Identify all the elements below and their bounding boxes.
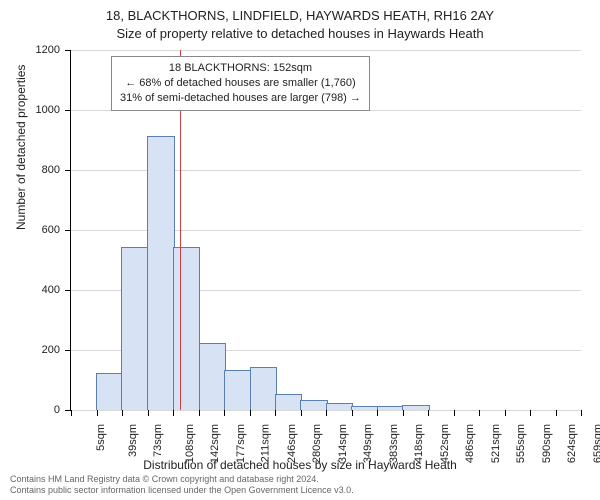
chart-container: 18, BLACKTHORNS, LINDFIELD, HAYWARDS HEA… [0, 0, 600, 500]
x-tick [530, 410, 531, 416]
y-tick-label: 400 [10, 284, 60, 296]
x-tick [122, 410, 123, 416]
histogram-bar [199, 343, 226, 410]
x-tick [71, 410, 72, 416]
x-tick [377, 410, 378, 416]
histogram-bar [351, 406, 379, 410]
histogram-bar [326, 403, 353, 410]
x-tick [326, 410, 327, 416]
x-tick [173, 410, 174, 416]
y-tick [65, 110, 71, 111]
x-tick [275, 410, 276, 416]
x-tick [250, 410, 251, 416]
credits-line-1: Contains HM Land Registry data © Crown c… [10, 474, 354, 485]
y-tick [65, 50, 71, 51]
histogram-bar [300, 400, 328, 410]
x-tick-label: 211sqm [259, 424, 271, 462]
x-axis-label: Distribution of detached houses by size … [0, 458, 600, 472]
credits: Contains HM Land Registry data © Crown c… [10, 474, 354, 497]
y-tick [65, 230, 71, 231]
histogram-bar [224, 370, 252, 410]
x-tick [556, 410, 557, 416]
annotation-line-3: 31% of semi-detached houses are larger (… [120, 91, 361, 106]
y-tick-label: 800 [10, 164, 60, 176]
y-tick-label: 200 [10, 344, 60, 356]
y-tick [65, 350, 71, 351]
y-tick-label: 1200 [10, 44, 60, 56]
y-tick-label: 600 [10, 224, 60, 236]
y-tick-label: 1000 [10, 104, 60, 116]
x-tick [403, 410, 404, 416]
y-tick [65, 290, 71, 291]
y-tick [65, 170, 71, 171]
annotation-line-2: ← 68% of detached houses are smaller (1,… [120, 76, 361, 91]
histogram-bar [173, 247, 201, 410]
y-tick-label: 0 [10, 404, 60, 416]
x-tick [428, 410, 429, 416]
x-tick [479, 410, 480, 416]
x-tick [505, 410, 506, 416]
gridline [71, 50, 581, 51]
histogram-bar [147, 136, 174, 410]
x-tick [352, 410, 353, 416]
x-tick [581, 410, 582, 416]
y-axis-label: Number of detached properties [14, 65, 28, 230]
x-tick [224, 410, 225, 416]
credits-line-2: Contains public sector information licen… [10, 485, 354, 496]
x-tick-label: 73sqm [152, 424, 164, 457]
histogram-bar [402, 405, 429, 411]
x-tick [148, 410, 149, 416]
x-tick-label: 5sqm [95, 424, 107, 451]
x-tick [454, 410, 455, 416]
chart-title-main: 18, BLACKTHORNS, LINDFIELD, HAYWARDS HEA… [0, 8, 600, 23]
chart-subtitle: Size of property relative to detached ho… [0, 26, 600, 41]
plot-area: 18 BLACKTHORNS: 152sqm ← 68% of detached… [70, 50, 581, 411]
x-tick [199, 410, 200, 416]
annotation-box: 18 BLACKTHORNS: 152sqm ← 68% of detached… [111, 56, 370, 111]
x-tick [97, 410, 98, 416]
x-tick-label: 39sqm [127, 424, 139, 457]
histogram-bar [377, 406, 404, 410]
histogram-bar [275, 394, 302, 410]
histogram-bar [96, 373, 123, 410]
x-tick [301, 410, 302, 416]
histogram-bar [121, 247, 149, 410]
histogram-bar [250, 367, 277, 410]
annotation-line-1: 18 BLACKTHORNS: 152sqm [120, 61, 361, 76]
